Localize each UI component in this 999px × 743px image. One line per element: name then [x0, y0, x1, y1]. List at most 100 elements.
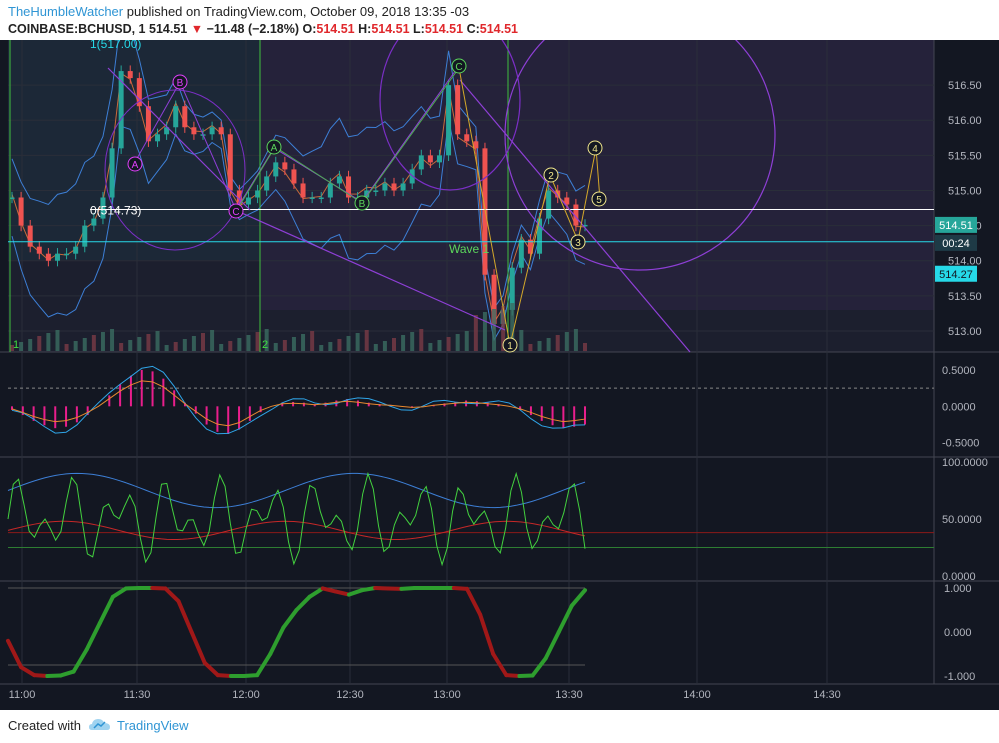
oscillator-segment	[58, 669, 76, 678]
oscillator-segment	[451, 586, 469, 591]
oscillator-segment	[346, 588, 365, 597]
price-tick-label: 516.50	[948, 80, 982, 92]
published-text: published on TradingView.com, October 09…	[126, 4, 470, 19]
volume-bar	[91, 335, 96, 351]
oscillator-segment	[281, 608, 299, 630]
oscillator-segment	[97, 594, 115, 626]
ohlc-line: COINBASE:BCHUSD, 1 514.51 ▼ −11.48 (−2.1…	[8, 22, 518, 36]
oscillator-segment	[84, 621, 102, 652]
volume-bar	[182, 339, 187, 351]
abc-marker	[172, 74, 188, 90]
wave-number: 1	[507, 341, 513, 352]
time-tick-label: 14:00	[683, 689, 711, 701]
trend-line	[234, 209, 506, 331]
candle-body	[446, 85, 452, 156]
last-price-badge-text: 514.51	[939, 220, 973, 232]
abc-label: C	[232, 207, 239, 218]
candle-body	[91, 218, 97, 226]
macd-series	[11, 365, 586, 435]
volume-bar	[282, 340, 287, 351]
volume-bar	[410, 332, 415, 351]
volume-bar	[346, 336, 351, 351]
candle-body	[300, 183, 306, 198]
volume-bar	[291, 337, 296, 351]
tradingview-cloud-icon	[89, 719, 110, 730]
rsi-tick-label: 50.0000	[942, 514, 982, 526]
abc-label: A	[271, 143, 278, 154]
candle-body	[73, 246, 79, 254]
volume-bar	[100, 332, 105, 351]
candle-body	[273, 162, 279, 177]
time-tick-label: 12:30	[336, 689, 364, 701]
symbol-label: COINBASE:BCHUSD, 1	[8, 22, 146, 36]
volume-bar	[401, 335, 406, 351]
volume-bar	[219, 344, 224, 351]
volume-bar	[28, 339, 33, 351]
volume-bar	[573, 329, 578, 351]
candle-body	[573, 204, 579, 226]
volume-bar	[10, 345, 14, 351]
volume-bar	[392, 338, 396, 351]
chart-header: TheHumbleWatcher published on TradingVie…	[0, 0, 999, 40]
trend-line	[107, 67, 251, 211]
volume-bar	[510, 303, 515, 351]
volume-bar	[455, 334, 460, 351]
fib-top-label: 1(517.00)	[90, 40, 141, 51]
candle-body	[100, 197, 106, 219]
candle-body	[373, 190, 379, 192]
abc-label: A	[132, 160, 139, 171]
volume-bar	[237, 338, 242, 351]
volume-bar	[264, 329, 269, 351]
candle-body	[537, 218, 543, 254]
candle-body	[27, 225, 33, 247]
close-value: 514.51	[479, 22, 518, 36]
last-price-badge	[935, 216, 977, 233]
time-tick-label: 13:30	[555, 689, 583, 701]
candle-body	[164, 127, 170, 135]
candle-body	[564, 197, 570, 205]
author-link[interactable]: TheHumbleWatcher	[8, 4, 124, 19]
moving-average	[11, 72, 586, 324]
high-value: 514.51	[371, 22, 410, 36]
volume-bar	[492, 309, 497, 351]
time-tick-label: 11:00	[9, 689, 36, 701]
candle-body	[109, 148, 115, 198]
rsi-band	[7, 472, 586, 509]
abc-marker	[354, 195, 370, 211]
volume-bar	[364, 330, 369, 351]
volume-bar	[155, 331, 160, 351]
wave-label: Wave 1	[449, 242, 490, 256]
volume-bar	[110, 329, 115, 351]
macd-tick-label: 0.0000	[942, 401, 976, 413]
volume-bar	[128, 340, 133, 351]
oscillator-segment	[71, 647, 89, 674]
volume-bar	[201, 333, 205, 351]
candle-body	[45, 253, 51, 261]
cyan-price-badge	[935, 265, 977, 282]
volume-bar	[355, 333, 360, 351]
tradingview-brand[interactable]: TradingView	[117, 718, 189, 733]
candle-body	[236, 190, 242, 205]
oscillator-segment	[307, 586, 325, 599]
candle-body	[427, 155, 433, 163]
footer: Created with TradingView	[0, 710, 999, 743]
time-tick-label: 13:00	[433, 689, 461, 701]
volume-bar	[173, 342, 178, 351]
oscillator-segment	[163, 586, 181, 604]
candle-body	[436, 155, 442, 163]
candle-body	[382, 183, 388, 191]
channel-zone	[8, 40, 260, 260]
candle-body	[54, 253, 60, 261]
chart-canvas[interactable]: 1 2 0(514.73) 1(517.00) Wave 1 A B C A B C 1 2 3 4 5 11…	[0, 40, 999, 710]
candle-body	[36, 246, 42, 254]
wave-marker	[587, 140, 603, 156]
candle-body	[546, 190, 552, 219]
volume-bar	[137, 337, 142, 351]
wave-number: 4	[592, 144, 598, 155]
abc-path-green	[236, 67, 460, 211]
price-series	[9, 40, 588, 351]
open-label: O:	[302, 22, 317, 36]
candle-body	[418, 155, 424, 170]
price-tick-label: 513.00	[948, 326, 982, 338]
oscillator-segment	[478, 612, 496, 656]
